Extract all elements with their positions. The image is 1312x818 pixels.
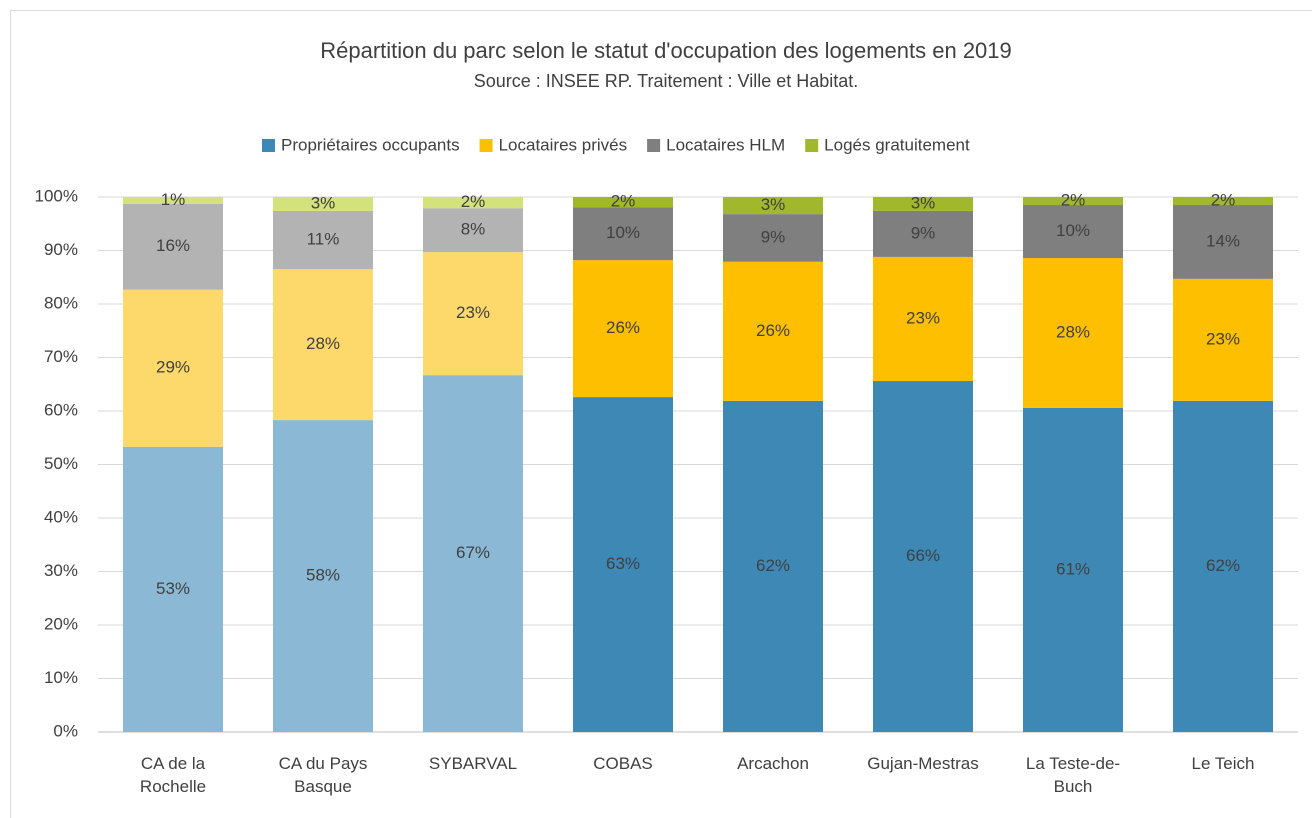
data-label: 58% [306,566,340,585]
data-label: 67% [456,543,490,562]
y-tick-label: 70% [44,347,78,366]
bar-segment [873,256,973,382]
bar-segment [1173,278,1273,401]
data-label: 26% [606,318,640,337]
data-label: 28% [1056,322,1090,341]
bar-segment [423,208,523,253]
bar-segment [123,289,223,447]
bar-segment [1023,205,1123,258]
y-tick-label: 40% [44,507,78,526]
x-tick-label: Gujan-Mestras [867,754,979,773]
bar-segment [423,375,523,732]
bar-segment [573,260,673,398]
bar-segment [1173,205,1273,279]
bar-segment [1023,407,1123,732]
bar-segment [873,210,973,257]
bar-segment [1023,197,1123,206]
data-label: 53% [156,579,190,598]
bar-segment [273,269,373,421]
data-label: 23% [456,303,490,322]
bar-segment [573,397,673,732]
x-tick-label: CA de la Rochelle [139,754,207,796]
legend-swatch [479,139,493,152]
y-tick-label: 60% [44,400,78,419]
data-label: 9% [761,227,786,246]
data-label: 2% [1211,190,1236,209]
legend-label: Locataires privés [499,135,628,154]
x-tick-label: SYBARVAL [428,754,518,773]
bar-segment [1023,257,1123,408]
data-label: 8% [461,220,486,239]
y-tick-label: 90% [44,240,78,259]
data-label: 3% [311,193,336,212]
bar-segment [723,261,823,401]
data-label: 10% [606,223,640,242]
bar-segment [723,197,823,215]
data-label: 11% [307,230,340,249]
legend-swatch [647,139,661,152]
data-label: 26% [756,321,790,340]
data-label: 14% [1206,231,1240,250]
bar-segment [123,446,223,732]
legend-swatch [805,139,819,152]
chart-border [10,10,1312,818]
bar-segment [273,210,373,270]
data-label: 62% [1206,556,1240,575]
data-label: 61% [1056,559,1090,578]
x-tick-label: COBAS [593,754,653,773]
bar-segment [723,214,823,262]
bar-segment [573,207,673,261]
y-tick-label: 50% [44,454,78,473]
y-tick-label: 80% [44,293,78,312]
bar-segment [423,252,523,376]
data-label: 62% [756,556,790,575]
data-label: 3% [911,193,936,212]
data-label: 66% [906,546,940,565]
x-tick-label: Le Teich [1191,754,1255,773]
bar-segment [873,381,973,732]
bar-segment [423,197,523,209]
legend-label: Logés gratuitement [824,135,970,154]
legend-label: Propriétaires occupants [281,135,460,154]
y-tick-label: 0% [53,721,78,740]
data-label: 28% [306,334,340,353]
legend-label: Locataires HLM [666,135,785,154]
data-label: 9% [911,223,936,242]
data-label: 10% [1056,221,1090,240]
x-tick-label: La Teste-de-Buch [1025,754,1121,796]
bar-segment [1173,400,1273,732]
x-tick-label: CA du Pays Basque [278,754,368,796]
y-tick-label: 10% [44,668,78,687]
chart-subtitle: Source : INSEE RP. Traitement : Ville et… [474,71,859,91]
bar-segment [123,197,223,204]
chart-title: Répartition du parc selon le statut d'oc… [320,38,1012,63]
y-tick-label: 20% [44,614,78,633]
bar-segment [123,203,223,290]
bar-segment [273,420,373,732]
y-tick-label: 100% [35,186,78,205]
bar-segment [273,197,373,211]
data-label: 2% [1061,190,1086,209]
data-label: 3% [761,195,786,214]
legend-swatch [262,139,275,152]
x-tick-label: Arcachon [737,754,809,773]
bar-segment [723,400,823,732]
y-tick-label: 30% [44,561,78,580]
data-label: 29% [156,358,190,377]
data-label: 2% [611,192,636,211]
bar-segment [873,197,973,211]
bar-segment [1173,197,1273,206]
data-label: 2% [461,192,486,211]
data-label: 63% [606,554,640,573]
data-label: 23% [906,308,940,327]
data-label: 16% [156,236,190,255]
data-label: 23% [1206,329,1240,348]
bar-segment [573,197,673,208]
data-label: 1% [161,190,186,209]
